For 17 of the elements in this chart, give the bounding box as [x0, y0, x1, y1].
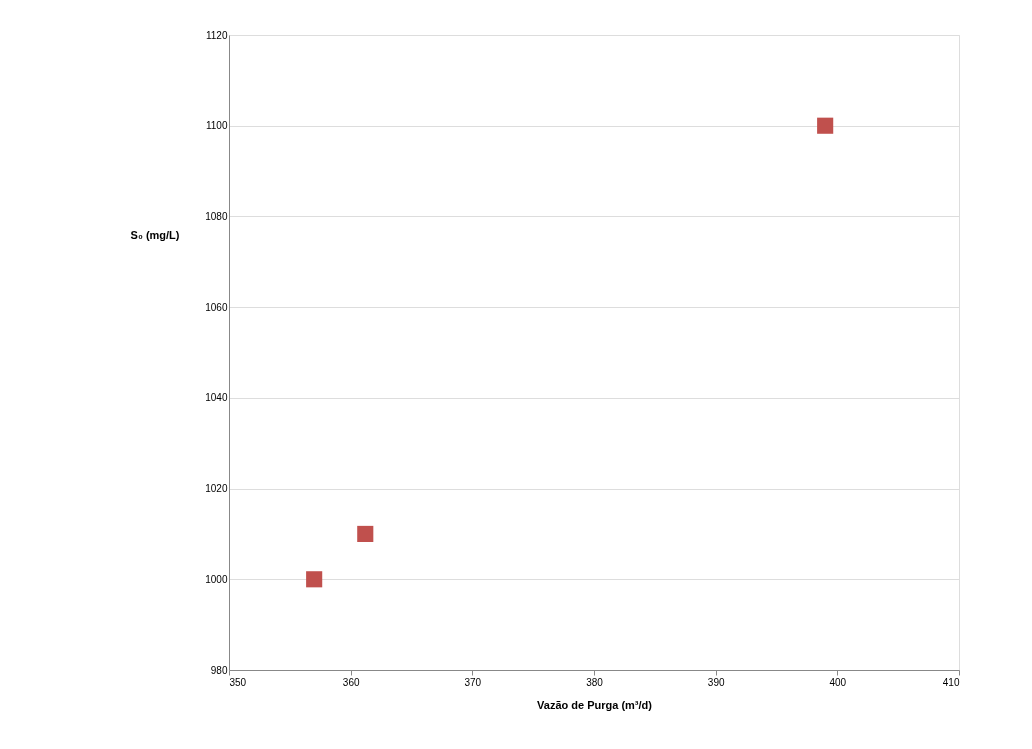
- y-tick-label: 1100: [205, 120, 228, 132]
- y-tick-label: 1060: [205, 301, 228, 313]
- y-tick-label: 1120: [205, 29, 228, 41]
- x-tick-label: 370: [464, 676, 482, 688]
- x-tick-label: 350: [229, 676, 247, 688]
- y-tick-label: 980: [210, 664, 228, 676]
- x-tick-label: 400: [829, 676, 847, 688]
- y-tick-label: 1040: [205, 392, 228, 404]
- x-tick-label: 410: [942, 676, 960, 688]
- x-tick-label: 390: [707, 676, 725, 688]
- y-tick-label: 1080: [205, 210, 228, 222]
- y-tick-label: 1020: [205, 483, 228, 495]
- y-tick-label: 1000: [205, 573, 228, 585]
- y-axis-title: S₀ (mg/L): [130, 228, 180, 241]
- x-tick-label: 380: [586, 676, 604, 688]
- x-tick-label: 360: [342, 676, 360, 688]
- x-axis-title: Vazão de Purga (m³/d): [537, 698, 653, 711]
